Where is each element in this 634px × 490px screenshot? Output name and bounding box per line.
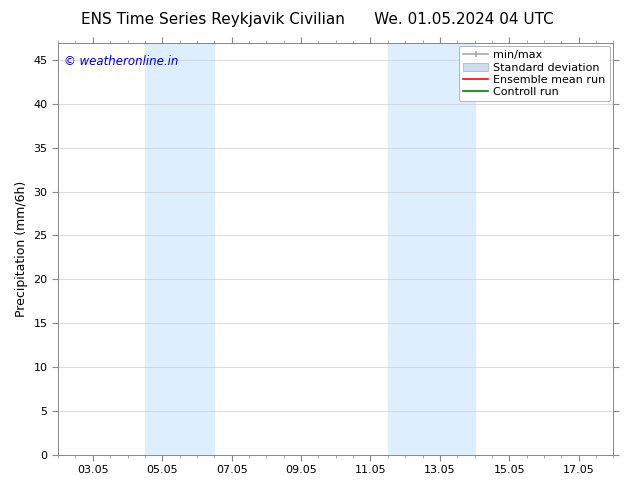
Bar <box>388 43 475 455</box>
Legend: min/max, Standard deviation, Ensemble mean run, Controll run: min/max, Standard deviation, Ensemble me… <box>459 46 610 101</box>
Y-axis label: Precipitation (mm/6h): Precipitation (mm/6h) <box>15 180 28 317</box>
Bar <box>145 43 214 455</box>
Text: © weatheronline.in: © weatheronline.in <box>63 55 178 68</box>
Text: ENS Time Series Reykjavik Civilian      We. 01.05.2024 04 UTC: ENS Time Series Reykjavik Civilian We. 0… <box>81 12 553 27</box>
